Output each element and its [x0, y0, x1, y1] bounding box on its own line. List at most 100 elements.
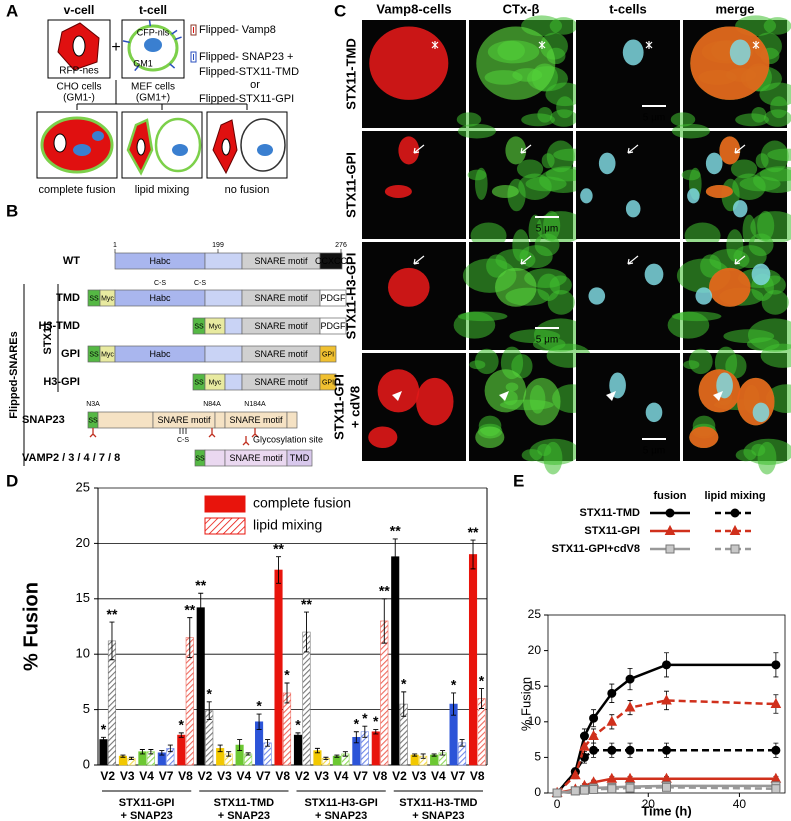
cell-signal	[457, 311, 508, 322]
marker	[771, 784, 781, 794]
domain-label: SNARE motif	[157, 415, 211, 425]
error-bar	[226, 751, 232, 757]
cell-signal	[398, 136, 420, 165]
domain-label: SS	[89, 351, 99, 358]
cell-signal	[735, 113, 770, 127]
domain-label: SNARE motif	[254, 321, 308, 331]
significance: **	[184, 601, 195, 617]
residue-number: 199	[212, 242, 224, 249]
marker	[625, 745, 635, 755]
scale-bar-label: 5 μm	[643, 446, 665, 457]
cell-signal	[709, 267, 751, 307]
asterisk	[431, 41, 439, 49]
marker	[730, 544, 740, 554]
error-bar	[178, 732, 184, 738]
marker	[606, 772, 618, 783]
domain-label: Myc	[209, 323, 222, 330]
domain-label: TMD	[290, 453, 310, 463]
marker	[624, 701, 636, 712]
x-tick-label: V8	[275, 769, 290, 783]
connector	[76, 80, 248, 110]
cell-signal	[695, 287, 713, 305]
x-tick-label: 0	[554, 797, 561, 811]
marker	[588, 729, 599, 741]
series-line	[556, 786, 776, 795]
cell-origin: (GM1-)	[63, 93, 95, 104]
y-tick-label: 5	[83, 701, 90, 716]
cell-origin: (GM1+)	[136, 93, 170, 104]
legend-label: STX11-GPI+cdV8	[552, 543, 640, 555]
domain-label: Habc	[149, 256, 171, 266]
x-tick-label: V3	[412, 769, 427, 783]
error-bar	[139, 749, 145, 755]
cell-signal	[730, 159, 758, 179]
domain-label: SS	[194, 379, 204, 386]
marker	[662, 660, 671, 670]
domain-label: SNARE motif	[254, 293, 308, 303]
cell-signal	[739, 176, 781, 192]
x-tick-label: V7	[353, 769, 368, 783]
row-label: + cdV8	[347, 386, 362, 428]
error-bar	[187, 617, 193, 658]
cell-signal	[368, 426, 398, 449]
cell-signal	[716, 372, 733, 399]
legend-header: lipid mixing	[704, 490, 765, 502]
x-tick-label: V3	[217, 769, 232, 783]
marker	[579, 740, 590, 751]
significance: *	[451, 677, 457, 693]
group-label: STX11-TMD	[214, 797, 275, 809]
panel-label: E	[513, 471, 524, 490]
asterisk	[645, 41, 653, 49]
panel-label: C	[334, 1, 346, 20]
y-tick-label: 10	[528, 714, 542, 728]
construct-label: VAMP2 / 3 / 4 / 7 / 8	[22, 452, 120, 464]
cell-signal	[622, 39, 644, 66]
y-tick-label: 15	[76, 590, 90, 605]
significance: *	[373, 713, 379, 729]
row-label: STX11-GPI	[343, 152, 358, 218]
significance: *	[354, 715, 360, 731]
glycosylation-mark	[208, 428, 216, 438]
micrograph	[576, 242, 680, 350]
micrograph	[576, 353, 680, 461]
cell-signal	[547, 289, 575, 315]
cell-signal	[474, 348, 499, 375]
error-bar	[128, 756, 134, 760]
cell-title: t-cell	[139, 3, 167, 17]
row-label: STX11-TMD	[343, 38, 358, 110]
cell-signal	[729, 39, 751, 66]
outcome-label: lipid mixing	[135, 184, 189, 196]
significance: *	[101, 721, 107, 737]
domain-label: GPI	[322, 379, 334, 386]
marker	[589, 784, 599, 794]
cell-signal	[521, 449, 543, 462]
cell-signal	[732, 200, 748, 218]
cell-signal	[475, 167, 488, 200]
x-tick-label: V8	[470, 769, 485, 783]
construct-label: H3-TMD	[38, 320, 80, 332]
arrowhead	[392, 391, 402, 401]
error-bar	[373, 729, 379, 735]
legend-swatch	[204, 495, 246, 513]
y-tick-label: 20	[528, 643, 542, 657]
y-axis-label: % Fusion	[20, 582, 42, 671]
cell-signal	[549, 17, 578, 35]
significance: *	[295, 717, 301, 733]
bar	[177, 734, 186, 766]
x-tick-label: V4	[139, 769, 154, 783]
column-header: Vamp8-cells	[376, 1, 451, 16]
significance: *	[206, 686, 212, 702]
glycosylation-mark	[89, 428, 97, 438]
y-tick-label: 10	[76, 646, 90, 661]
cell-signal	[369, 26, 449, 100]
cell-signal	[384, 185, 412, 198]
cell-signal	[516, 159, 544, 179]
cell-signal	[491, 185, 519, 198]
cell-signal	[625, 200, 641, 218]
group-label: STX11-H3-TMD	[399, 797, 477, 809]
series-line	[556, 663, 776, 794]
legend-text: Flipped-STX11-TMD	[199, 66, 299, 78]
marker	[665, 508, 675, 518]
arrow	[413, 144, 425, 154]
